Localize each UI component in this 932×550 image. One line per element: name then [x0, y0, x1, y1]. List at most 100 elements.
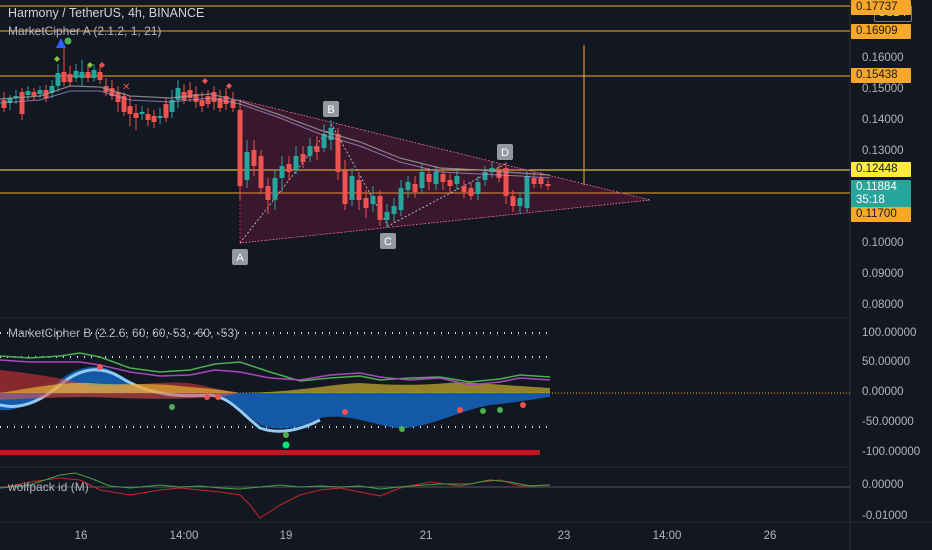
- candle-body: [272, 178, 278, 200]
- price-label-level-1[interactable]: 0.16909: [851, 24, 911, 39]
- candle-body: [265, 186, 271, 200]
- indicator-b-title[interactable]: MarketCipher B (2.2.6, 60, 60,-53, -60, …: [8, 326, 239, 340]
- candle-body: [7, 98, 13, 103]
- candle-body: [461, 186, 467, 192]
- candle-body: [31, 92, 37, 96]
- price-tick: 0.08000: [862, 299, 904, 311]
- candle-body: [356, 180, 362, 200]
- point-a-label: A: [236, 252, 244, 264]
- candle-body: [440, 174, 446, 182]
- market-cipher-b-pane[interactable]: [0, 332, 850, 455]
- candle-body: [335, 134, 341, 172]
- point-c-label: C: [384, 236, 392, 248]
- osc-tick: 100.00000: [862, 327, 917, 339]
- candle-body: [223, 96, 229, 104]
- candle-body: [377, 196, 383, 220]
- price-label-level-3[interactable]: 0.12448: [851, 162, 911, 177]
- triangle-pattern[interactable]: [239, 99, 651, 244]
- candle-body: [1, 100, 7, 108]
- candle-body: [109, 88, 115, 96]
- candle-body: [391, 206, 397, 214]
- candle-body: [193, 94, 199, 102]
- candle-body: [538, 178, 544, 184]
- candle-body: [496, 170, 502, 178]
- candle-body: [67, 74, 73, 82]
- candle-body: [405, 182, 411, 190]
- point-d-label: D: [501, 147, 509, 159]
- osc-tick: -100.00000: [862, 446, 921, 458]
- candle-body: [433, 172, 439, 184]
- level-lines[interactable]: [0, 5, 850, 194]
- candle-body: [19, 92, 25, 114]
- price-label-level-2[interactable]: 0.15438: [851, 68, 911, 83]
- ma-ribbon: [0, 85, 551, 179]
- osc-tick: -50.00000: [862, 416, 914, 428]
- indicator-c-title[interactable]: wolfpack id (M): [8, 480, 89, 494]
- osc-tick: 0.00000: [862, 386, 904, 398]
- time-tick: 14:00: [169, 530, 199, 542]
- candle-body: [199, 100, 205, 106]
- candlesticks[interactable]: [1, 48, 551, 228]
- candle-body: [475, 182, 481, 194]
- candle-body: [447, 180, 453, 186]
- price-tick: 0.10000: [862, 237, 904, 249]
- candle-body: [307, 146, 313, 156]
- candle-body: [79, 72, 85, 78]
- cipher-signals: ✕: [54, 37, 232, 93]
- candle-body: [517, 198, 523, 206]
- candle-body: [217, 98, 223, 108]
- candle-body: [314, 146, 320, 152]
- price-tick: 0.14000: [862, 114, 904, 126]
- candle-body: [293, 156, 299, 170]
- candle-body: [503, 168, 509, 196]
- candle-body: [251, 150, 257, 166]
- price-tick: 0.16000: [862, 52, 904, 64]
- candle-body: [55, 73, 61, 86]
- candle-body: [370, 196, 376, 204]
- time-tick: 14:00: [652, 530, 682, 542]
- candle-body: [49, 86, 55, 93]
- candle-body: [482, 172, 488, 180]
- candle-body: [300, 154, 306, 162]
- price-tick: 0.15000: [862, 83, 904, 95]
- candle-body: [244, 152, 250, 180]
- candle-body: [419, 172, 425, 188]
- candle-body: [145, 114, 151, 120]
- candle-body: [531, 178, 537, 184]
- candle-body: [151, 116, 157, 122]
- candle-body: [61, 72, 67, 82]
- time-tick: 21: [419, 530, 433, 542]
- candle-body: [279, 166, 285, 178]
- candle-body: [349, 176, 355, 200]
- candle-body: [286, 164, 292, 172]
- candle-body: [133, 113, 139, 118]
- candle-body: [205, 96, 211, 104]
- price-label-level-4[interactable]: 0.11700: [851, 207, 911, 222]
- wp-tick: -0.01000: [862, 510, 908, 522]
- indicator-a-title[interactable]: MarketCipher A (2.1.2, 1, 21): [8, 24, 162, 38]
- candle-body: [258, 156, 264, 188]
- candle-body: [37, 90, 43, 94]
- candle-body: [115, 92, 121, 102]
- candle-body: [489, 168, 495, 172]
- pattern-point-badges[interactable]: A B C D: [232, 101, 513, 265]
- last-price-label[interactable]: 0.11884: [851, 180, 911, 195]
- time-tick: 19: [279, 530, 293, 542]
- candle-body: [85, 72, 91, 78]
- wolfpack-pane[interactable]: [0, 472, 850, 519]
- candle-body: [121, 96, 127, 112]
- wp-tick: 0.00000: [862, 479, 904, 491]
- candle-body: [524, 176, 530, 208]
- candle-body: [426, 174, 432, 182]
- bar-countdown: 35:18: [851, 193, 911, 208]
- price-tick: 0.09000: [862, 268, 904, 280]
- candle-body: [73, 71, 79, 78]
- point-b-label: B: [327, 104, 334, 116]
- candle-body: [321, 134, 327, 148]
- price-label-top[interactable]: 0.17737: [851, 0, 911, 15]
- candle-body: [91, 70, 97, 78]
- time-tick: 16: [74, 530, 88, 542]
- candle-body: [468, 188, 474, 196]
- symbol-title[interactable]: Harmony / TetherUS, 4h, BINANCE: [8, 6, 205, 20]
